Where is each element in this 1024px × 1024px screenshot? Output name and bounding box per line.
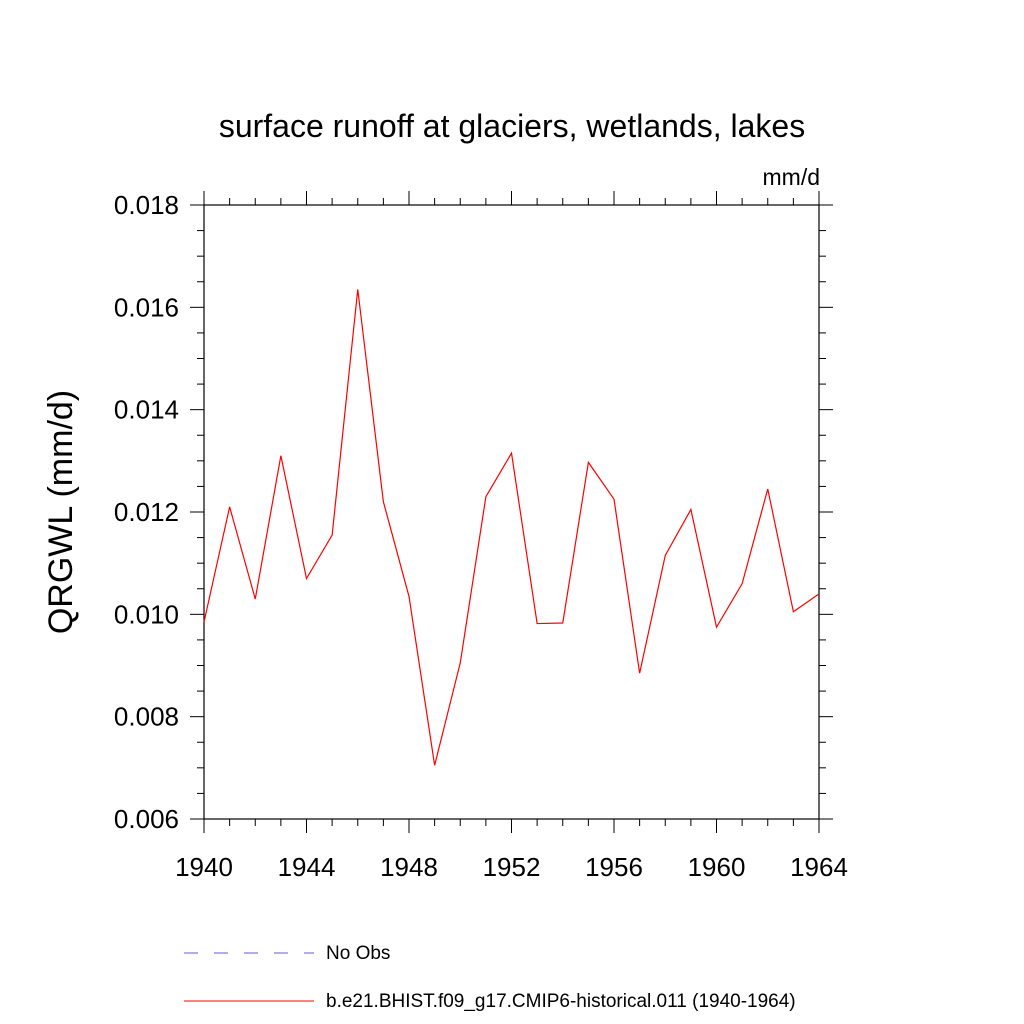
tick-labels: 1940 1944 1948 1952 1956 1960 1964 0.006 0.008 0.… bbox=[114, 190, 848, 882]
axis-ticks bbox=[190, 191, 833, 833]
y-tick-label: 0.014 bbox=[114, 395, 179, 425]
series-lines bbox=[203, 289, 820, 766]
x-tick-label: 1944 bbox=[278, 852, 336, 882]
legend-label-no-obs: No Obs bbox=[326, 943, 390, 964]
y-tick-label: 0.008 bbox=[114, 702, 179, 732]
plot-frame bbox=[203, 204, 820, 820]
x-tick-label: 1960 bbox=[688, 852, 746, 882]
x-tick-label: 1952 bbox=[483, 852, 541, 882]
x-tick-label: 1948 bbox=[380, 852, 438, 882]
units-label: mm/d bbox=[763, 164, 821, 190]
series-line-model bbox=[203, 289, 820, 766]
y-tick-label: 0.016 bbox=[114, 292, 179, 322]
y-tick-label: 0.006 bbox=[114, 804, 179, 834]
y-tick-label: 0.012 bbox=[114, 497, 179, 527]
legend-label-model: b.e21.BHIST.f09_g17.CMIP6-historical.011… bbox=[326, 991, 796, 1012]
x-tick-label: 1940 bbox=[175, 852, 233, 882]
chart-title: surface runoff at glaciers, wetlands, la… bbox=[219, 108, 805, 144]
legend: No Obs b.e21.BHIST.f09_g17.CMIP6-histori… bbox=[184, 943, 796, 1012]
x-tick-label: 1964 bbox=[790, 852, 848, 882]
x-tick-label: 1956 bbox=[585, 852, 643, 882]
y-axis-label: QRGWL (mm/d) bbox=[42, 390, 80, 634]
y-tick-label: 0.010 bbox=[114, 599, 179, 629]
y-tick-label: 0.018 bbox=[114, 190, 179, 220]
plot-area: 1940 1944 1948 1952 1956 1960 1964 0.006 0.008 0.… bbox=[114, 190, 848, 882]
